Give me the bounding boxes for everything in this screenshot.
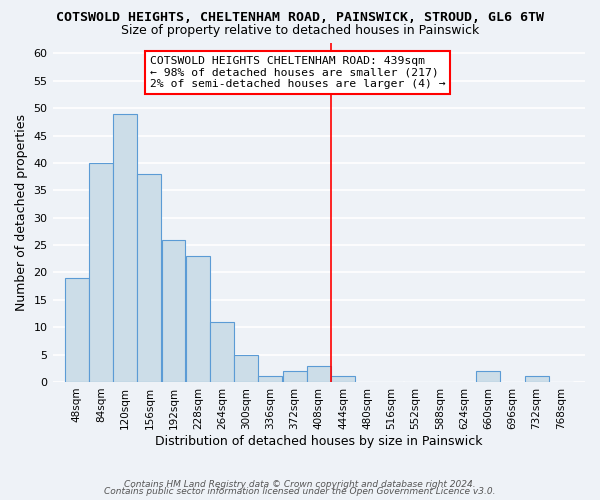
Text: COTSWOLD HEIGHTS, CHELTENHAM ROAD, PAINSWICK, STROUD, GL6 6TW: COTSWOLD HEIGHTS, CHELTENHAM ROAD, PAINS…	[56, 11, 544, 24]
Bar	[524, 376, 548, 382]
Bar	[137, 174, 161, 382]
Y-axis label: Number of detached properties: Number of detached properties	[15, 114, 28, 310]
Bar	[234, 354, 258, 382]
X-axis label: Distribution of detached houses by size in Painswick: Distribution of detached houses by size …	[155, 434, 482, 448]
Text: Contains HM Land Registry data © Crown copyright and database right 2024.: Contains HM Land Registry data © Crown c…	[124, 480, 476, 489]
Bar	[331, 376, 355, 382]
Bar	[89, 163, 113, 382]
Bar	[476, 371, 500, 382]
Text: Contains public sector information licensed under the Open Government Licence v3: Contains public sector information licen…	[104, 487, 496, 496]
Bar	[283, 371, 307, 382]
Bar	[307, 366, 331, 382]
Bar	[161, 240, 185, 382]
Bar	[186, 256, 209, 382]
Text: Size of property relative to detached houses in Painswick: Size of property relative to detached ho…	[121, 24, 479, 37]
Bar	[65, 278, 89, 382]
Bar	[113, 114, 137, 382]
Text: COTSWOLD HEIGHTS CHELTENHAM ROAD: 439sqm
← 98% of detached houses are smaller (2: COTSWOLD HEIGHTS CHELTENHAM ROAD: 439sqm…	[150, 56, 446, 89]
Bar	[259, 376, 282, 382]
Bar	[210, 322, 234, 382]
